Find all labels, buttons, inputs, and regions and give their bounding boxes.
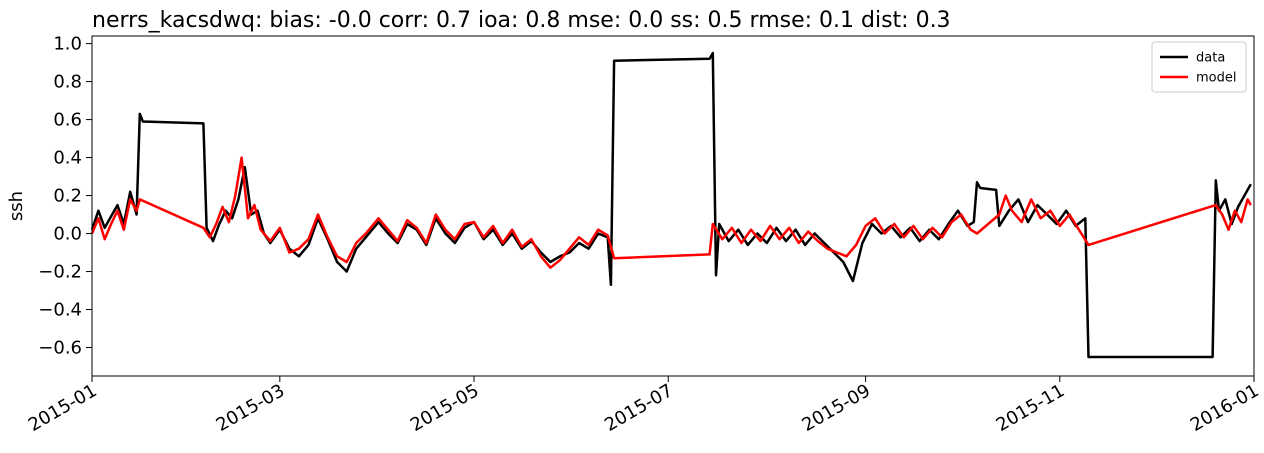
y-tick-label: −0.2 (38, 262, 82, 283)
y-tick-label: −0.4 (38, 300, 82, 321)
series-line-model (90, 156, 1252, 269)
series-line-data (90, 51, 1252, 359)
y-tick-label: 0.8 (53, 72, 82, 93)
y-tick-label: 0.0 (53, 224, 82, 245)
x-tick-label: 2015-09 (798, 380, 874, 436)
x-tick-label: 2015-03 (213, 380, 289, 436)
y-tick-label: −0.6 (38, 338, 82, 359)
legend: data model (1151, 41, 1247, 93)
x-tick-label: 2015-07 (601, 380, 677, 436)
x-tick-label: 2015-05 (407, 380, 483, 436)
legend-label-data: data (1196, 51, 1225, 66)
y-tick-label: 0.6 (53, 110, 82, 131)
series-layer (90, 51, 1252, 359)
plot-frame (91, 35, 1255, 377)
legend-box (1151, 41, 1247, 93)
y-tick-label: 0.2 (53, 186, 82, 207)
x-tick-label: 2015-11 (993, 380, 1069, 436)
x-tick-label: 2016-01 (1187, 380, 1263, 436)
x-tick-label: 2015-01 (25, 380, 101, 436)
legend-label-model: model (1196, 71, 1236, 86)
y-tick-label: 1.0 (53, 34, 82, 55)
y-axis-label: ssh (6, 191, 27, 221)
chart-title: nerrs_kacsdwq: bias: -0.0 corr: 0.7 ioa:… (92, 8, 951, 33)
y-tick-label: 0.4 (53, 148, 82, 169)
